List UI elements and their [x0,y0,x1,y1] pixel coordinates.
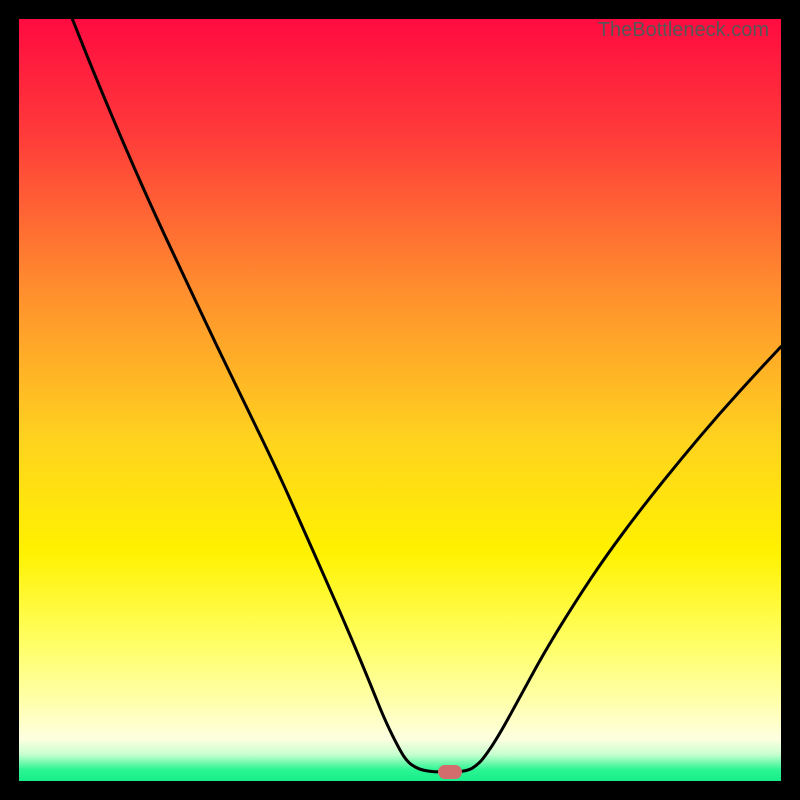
watermark-text: TheBottleneck.com [598,19,769,42]
chart-frame: TheBottleneck.com [0,0,800,800]
bottleneck-curve [19,19,781,781]
plot-area: TheBottleneck.com [19,19,781,781]
optimum-marker [438,765,462,779]
